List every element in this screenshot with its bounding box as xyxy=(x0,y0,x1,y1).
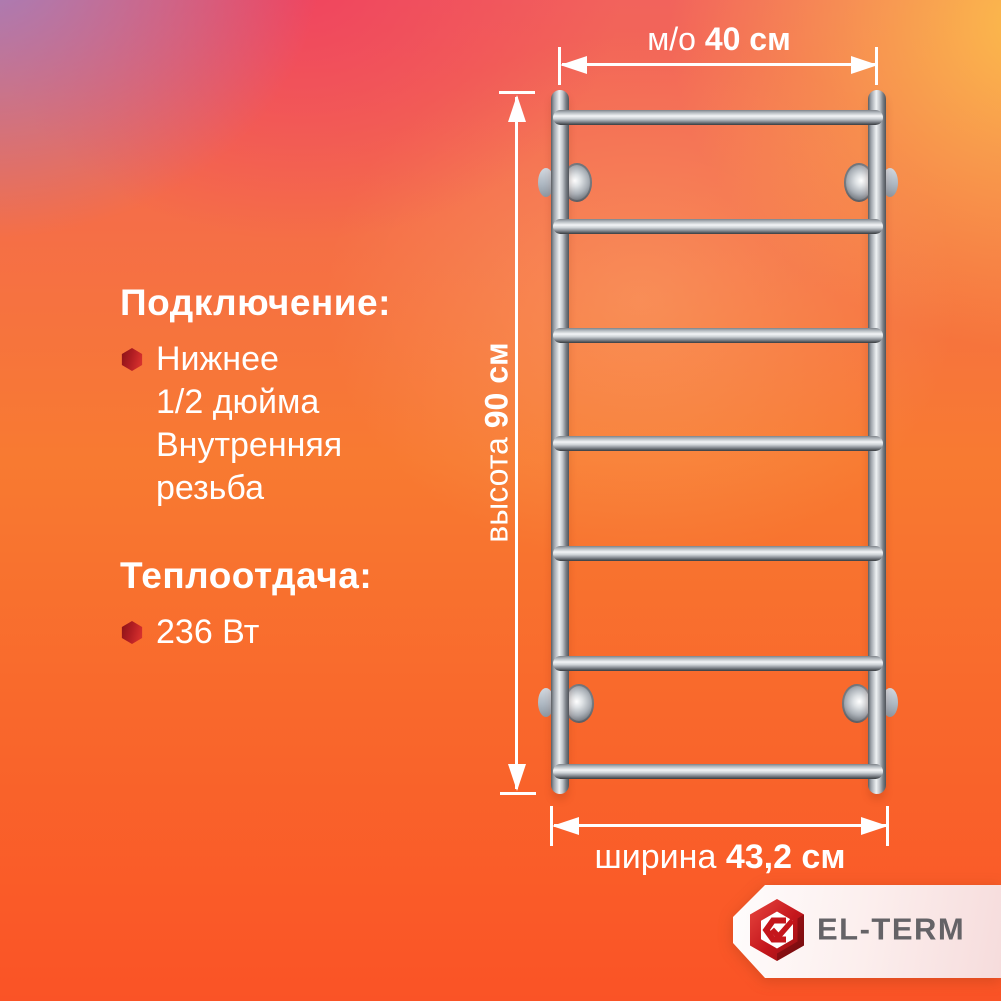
hex-bullet-icon xyxy=(121,348,143,371)
dimension-width-prefix: ширина xyxy=(594,838,726,876)
spec-connection-line: резьба xyxy=(156,469,264,507)
spec-connection-line: 1/2 дюйма xyxy=(156,383,320,421)
wall-mount-disc xyxy=(538,168,554,197)
wall-mount-disc xyxy=(538,688,554,717)
dimension-width-tick-right xyxy=(886,806,889,846)
dimension-height-arrow-icon xyxy=(515,97,518,789)
rail-rung xyxy=(553,546,883,561)
rail-rung xyxy=(553,764,883,779)
dimension-top-tick-left xyxy=(558,47,561,85)
spec-connection-line: Нижнее xyxy=(156,340,279,378)
rail-rung xyxy=(553,656,883,671)
dimension-height-value: 90 см xyxy=(478,342,515,429)
brand-name: EL-TERM xyxy=(817,911,966,947)
spec-connection-title: Подключение: xyxy=(120,282,391,323)
rail-rung xyxy=(553,219,883,234)
spec-connection: Подключение: Нижнее 1/2 дюйма Внутренняя… xyxy=(120,282,391,510)
wall-mount-disc xyxy=(882,688,898,717)
spec-connection-value: Нижнее 1/2 дюйма Внутренняя резьба xyxy=(156,338,342,510)
brand-banner: EL-TERM xyxy=(730,880,1001,981)
dimension-width-tick-left xyxy=(550,806,553,846)
wall-mount-disc xyxy=(882,168,898,197)
dimension-height-label: высота 90 см xyxy=(479,303,516,583)
spec-connection-line: Внутренняя xyxy=(156,426,343,464)
spec-heat-output: Теплоотдача: 236 Вт xyxy=(120,555,372,654)
dimension-height-tick-top xyxy=(499,91,535,94)
rail-rung xyxy=(553,110,883,125)
spec-heat-value: 236 Вт xyxy=(156,613,260,651)
dimension-top-prefix: м/о xyxy=(647,21,705,57)
mount-flange xyxy=(842,684,872,723)
rail-rung xyxy=(553,328,883,343)
rail-rung xyxy=(553,436,883,451)
dimension-width-arrow-icon xyxy=(554,824,886,827)
spec-heat-item: 236 Вт xyxy=(120,611,372,654)
spec-connection-item: Нижнее 1/2 дюйма Внутренняя резьба xyxy=(120,338,391,510)
dimension-top-value: 40 см xyxy=(704,21,791,57)
mount-flange xyxy=(564,684,594,723)
dimension-top-label: м/о 40 см xyxy=(560,21,878,58)
spec-heat-title: Теплоотдача: xyxy=(120,555,373,596)
dimension-width-label: ширина 43,2 см xyxy=(550,838,890,877)
dimension-height-prefix: высота xyxy=(478,428,515,543)
dimension-top-tick-right xyxy=(875,47,878,85)
brand-banner-shape: EL-TERM xyxy=(733,885,1001,978)
hex-bullet-icon xyxy=(121,621,143,644)
elterm-logo-icon xyxy=(750,899,804,961)
dimension-width-value: 43,2 см xyxy=(725,838,846,876)
dimension-height-tick-bottom xyxy=(500,792,536,795)
dimension-top-arrow-icon xyxy=(562,63,876,66)
